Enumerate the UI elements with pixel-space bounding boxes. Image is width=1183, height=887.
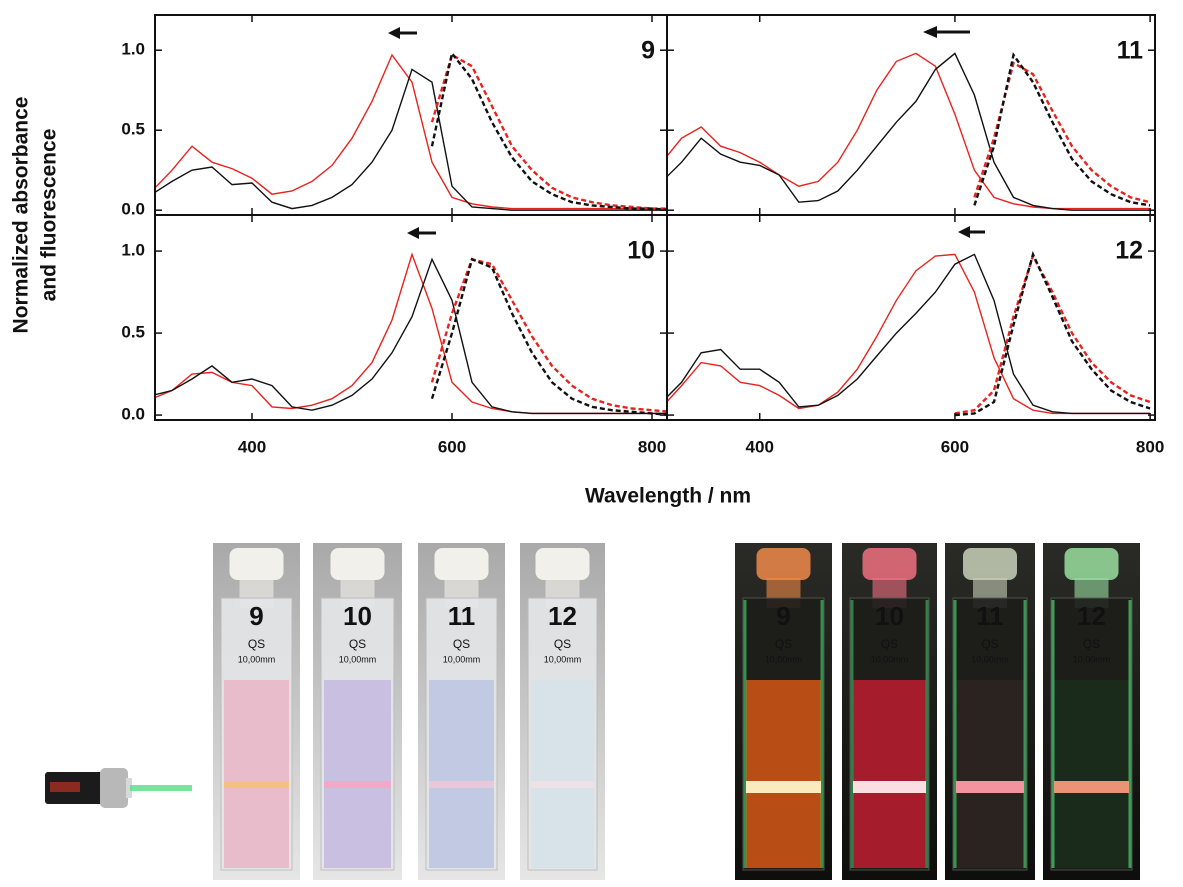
x-tick-label: 400 [238,437,266,456]
cuvette-label: 10 [343,601,372,631]
cuvette-liquid [1054,680,1129,868]
spectrum-line [667,52,1151,210]
cuvette-label: 9 [249,601,263,631]
spectrum-line [155,257,667,415]
cuvette-liquid [956,680,1024,868]
laser-beam-trace [1054,781,1129,793]
cuvette-cap [963,548,1017,580]
cuvette-marking: QS [981,637,998,651]
compound-label: 9 [641,37,655,65]
laser-beam-trace [429,781,494,788]
spectrum-line [430,257,667,416]
cuvette-marking: QS [248,637,265,651]
cuvette-label: 12 [548,601,577,631]
cuvette-label: 11 [448,601,476,631]
cuvette-liquid [531,680,594,868]
shift-arrows [388,26,985,239]
spectrum-line [667,52,1151,211]
spectrum-line [954,250,1151,417]
laser-beam-trace [746,781,821,793]
cuvette-marking: QS [775,637,792,651]
plot-frame [666,14,1156,216]
cuvette-label: 10 [875,601,904,631]
spectrum-line [973,61,1151,204]
spectrum-line [155,68,667,211]
cuvette-marking: QS [349,637,366,651]
cuvette-cap [862,548,917,580]
cuvette-liquid [746,680,821,868]
cuvette-marking: 10,00mm [871,654,909,664]
spectrum-line [430,257,667,413]
cuvette-label: 12 [1077,601,1106,631]
cuvette-marking: QS [554,637,571,651]
laser-beam-trace [224,781,289,788]
spectrum-line [155,252,667,415]
laser-beam-trace [853,781,926,793]
y-axis-title: and fluorescence [38,129,61,302]
x-tick-label: 600 [941,437,969,456]
spectrum-line [430,50,667,212]
cuvette-marking: 10,00mm [339,654,377,664]
cuvette-marking: QS [1083,637,1100,651]
cuvette-liquid [853,680,926,868]
y-tick-label: 0.5 [121,323,145,342]
compound-label: 10 [627,237,655,265]
laser-pointer [45,768,192,808]
cuvette-cap [1064,548,1119,580]
compound-label: 11 [1117,37,1144,65]
cuvette-marking: QS [453,637,470,651]
x-tick-label: 800 [1136,437,1164,456]
cuvette-marking: 10,00mm [971,654,1009,664]
photos: 9 QS 10,00mm 10 QS 10,00mm 11 QS 10,00mm 12 QS 10,0… [213,543,1140,880]
spectrum-line [954,252,1151,415]
spectrum-line [430,53,667,210]
plot-frame [666,214,1156,421]
cuvette-liquid [324,680,391,868]
cuvette-marking: 10,00mm [238,654,276,664]
spectrum-line [667,253,1151,415]
spectrum-line [973,52,1151,207]
cuvette-cap [434,548,489,580]
cuvette-marking: 10,00mm [443,654,481,664]
cuvette-label: 11 [976,601,1004,631]
cuvette-cap [330,548,385,580]
spectrum-line [155,53,667,210]
cuvette-marking: 10,00mm [765,654,803,664]
cuvette-marking: QS [881,637,898,651]
cuvette-cap [756,548,811,580]
laser-beam-trace [956,781,1024,793]
cuvette-cap [535,548,590,580]
y-tick-label: 0.0 [121,405,145,424]
compound-label: 12 [1115,237,1143,265]
spectrum-line [667,253,1151,415]
x-tick-label: 600 [438,437,466,456]
laser-beam-trace [531,781,594,788]
cuvette-liquid [429,680,494,868]
x-tick-label: 400 [746,437,774,456]
y-tick-label: 0.0 [121,200,145,219]
y-tick-label: 1.0 [121,241,145,260]
y-axis-title: Normalized absorbance [10,97,33,334]
y-tick-label: 1.0 [121,40,145,59]
cuvette-marking: 10,00mm [1073,654,1111,664]
cuvette-marking: 10,00mm [544,654,582,664]
cuvette-cap [229,548,284,580]
x-axis-title: Wavelength / nm [585,485,751,508]
x-tick-label: 800 [638,437,666,456]
cuvette-label: 9 [776,601,790,631]
y-tick-label: 0.5 [121,120,145,139]
laser-beam-trace [324,781,391,788]
cuvette-liquid [224,680,289,868]
